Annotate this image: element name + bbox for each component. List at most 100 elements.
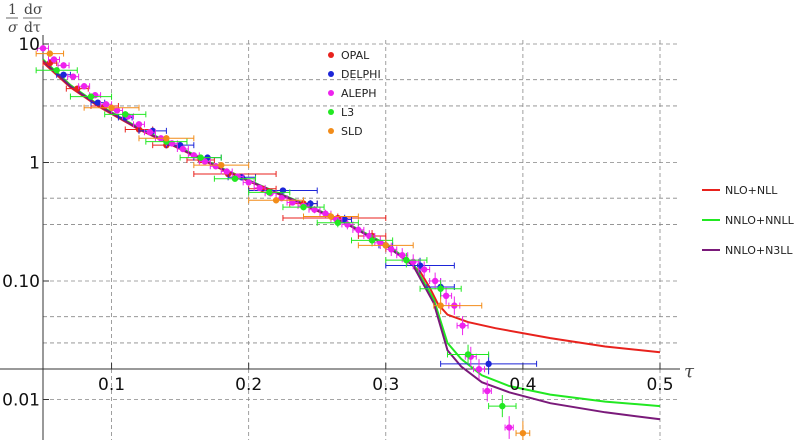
marker — [368, 237, 376, 244]
point-aleph — [176, 145, 189, 153]
legend-item-nnlo-n3ll: NNLO+N3LL — [702, 244, 793, 257]
marker — [50, 56, 58, 63]
y-tick-label: 0.10 — [2, 272, 40, 292]
legend-label: NLO+NLL — [725, 184, 778, 197]
marker — [420, 266, 428, 273]
point-aleph — [47, 56, 60, 63]
legend-label: L3 — [341, 106, 354, 119]
marker — [399, 252, 406, 259]
marker — [278, 194, 285, 202]
marker — [459, 322, 466, 329]
point-l3 — [488, 394, 517, 418]
point-aleph — [37, 45, 49, 52]
marker — [499, 402, 506, 410]
marker — [322, 210, 329, 217]
point-l3 — [213, 175, 257, 182]
y-axis-label-numerator: dσ — [24, 2, 43, 18]
point-aleph — [67, 73, 80, 80]
point-aleph — [198, 158, 211, 165]
point-sld — [357, 238, 414, 252]
point-aleph — [352, 224, 365, 236]
marker — [311, 206, 318, 213]
x-tick-label: 0.1 — [98, 375, 125, 395]
legend-marker — [328, 109, 334, 115]
marker — [218, 161, 225, 169]
marker — [256, 184, 263, 192]
point-l3 — [446, 344, 490, 365]
point-l3 — [179, 154, 222, 161]
marker — [388, 246, 395, 253]
y-tick-label: 10 — [18, 35, 40, 55]
point-aleph — [440, 286, 453, 305]
point-aleph — [57, 62, 70, 69]
point-aleph — [482, 380, 492, 402]
x-tick-label: 0.2 — [235, 375, 262, 395]
marker — [464, 351, 472, 358]
point-l3 — [316, 218, 359, 228]
marker — [344, 221, 351, 228]
marker — [53, 67, 60, 74]
marker — [122, 111, 129, 118]
marker — [231, 175, 239, 182]
marker — [300, 203, 307, 211]
legend-label: OPAL — [341, 49, 370, 62]
y-axis-label-denominator: dτ — [24, 20, 41, 36]
point-sld — [35, 50, 65, 57]
point-l3 — [385, 252, 428, 268]
x-tick-label: 0.3 — [372, 375, 399, 395]
legend-label: NNLO+NNLL — [725, 214, 795, 227]
marker — [377, 239, 384, 247]
legend-label: DELPHI — [341, 68, 381, 81]
marker — [212, 163, 219, 170]
point-aleph — [220, 168, 233, 175]
data-points — [35, 45, 538, 440]
point-l3 — [248, 189, 291, 196]
point-aleph — [504, 416, 514, 439]
legend-label: NNLO+N3LL — [725, 244, 793, 257]
marker — [108, 104, 115, 111]
point-aleph — [456, 316, 469, 336]
marker — [201, 158, 208, 165]
marker — [245, 179, 252, 186]
y-axis-label-lead-denominator: σ — [8, 20, 18, 36]
point-l3 — [282, 203, 325, 211]
point-sld — [193, 161, 250, 169]
y-axis-label-lead: 1 — [8, 2, 17, 18]
marker — [484, 387, 491, 395]
legend-marker — [328, 90, 334, 96]
y-tick-label: 0.01 — [2, 391, 40, 411]
legend-item-opal: OPAL — [328, 49, 370, 62]
axis-labels: 0.1 0.2 0.3 0.4 0.5 10 1 0.10 0.01 τ 1 σdσ dτ — [2, 2, 695, 411]
legend-marker — [328, 52, 334, 58]
marker — [223, 168, 230, 175]
marker — [146, 129, 154, 136]
marker — [113, 107, 121, 114]
y-tick-label: 1 — [29, 154, 40, 174]
marker — [60, 62, 67, 69]
point-aleph — [473, 359, 485, 380]
point-sld — [83, 104, 140, 111]
marker — [431, 277, 439, 285]
point-sld — [248, 197, 305, 204]
point-aleph — [253, 184, 266, 192]
marker — [327, 213, 335, 220]
legend-item-aleph: ALEPH — [328, 87, 377, 100]
legend-item-nlo-nll: NLO+NLL — [702, 184, 778, 197]
legends: OPAL DELPHI ALEPH L3 SLD NLO+NLL NNLO+NNLL NNLO… — [328, 49, 795, 257]
legend-item-sld: SLD — [328, 125, 363, 138]
legend-marker — [328, 128, 334, 134]
point-sld — [515, 421, 531, 440]
marker — [80, 83, 88, 90]
x-tick-label: 0.5 — [646, 375, 673, 395]
legend-label: SLD — [341, 125, 363, 138]
marker — [190, 152, 198, 159]
legend-label: ALEPH — [341, 87, 377, 100]
x-axis-label: τ — [684, 361, 695, 382]
point-sld — [433, 296, 483, 315]
marker — [437, 302, 444, 309]
marker — [475, 366, 483, 373]
marker — [163, 135, 170, 142]
grid-lines — [43, 40, 680, 440]
marker — [46, 50, 54, 57]
